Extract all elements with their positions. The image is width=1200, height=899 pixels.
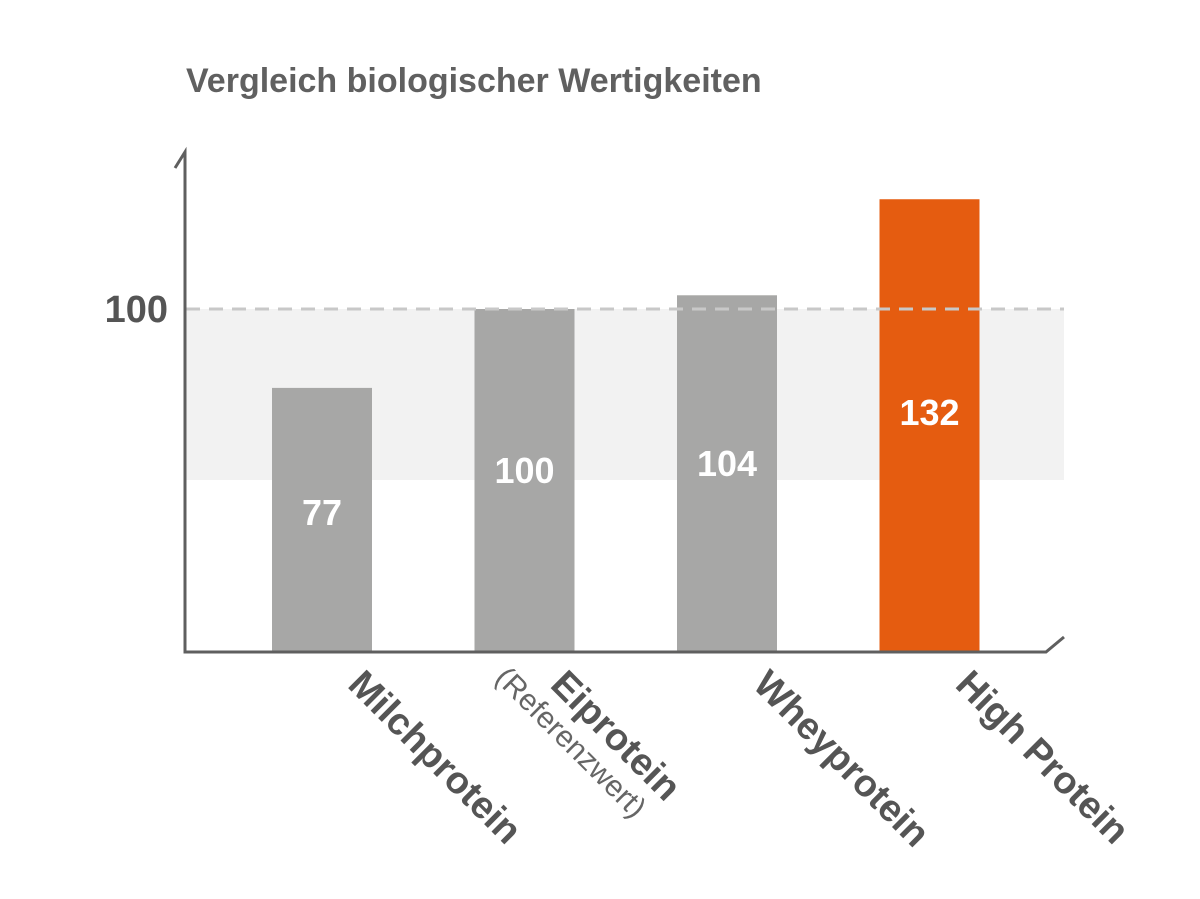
category-labels: Milchprotein Eiprotein(Referenzwert) Wheyp… bbox=[340, 661, 1137, 856]
bar-high-protein bbox=[879, 199, 980, 653]
bar-milchprotein bbox=[272, 387, 372, 652]
chart-title: Vergleich biologischer Wertigkeiten bbox=[186, 62, 762, 100]
bar-value-label: 100 bbox=[494, 450, 554, 491]
category-label-group: Wheyprotein bbox=[745, 663, 937, 855]
category-label-group: High Protein bbox=[947, 663, 1136, 852]
bar-wheyprotein bbox=[677, 295, 777, 652]
bar-value-label: 77 bbox=[302, 492, 342, 533]
bar-value-label: 104 bbox=[697, 443, 757, 484]
chart-axes bbox=[173, 146, 1065, 654]
category-label-group: Eiprotein(Referenzwert) bbox=[489, 661, 689, 825]
reference-label: 100 bbox=[105, 289, 168, 331]
bar-eiprotein bbox=[474, 309, 575, 652]
bars-layer: 77 100 104 132 bbox=[272, 199, 980, 653]
bar-value-label: 132 bbox=[899, 392, 959, 433]
category-label: High Protein bbox=[947, 663, 1136, 852]
category-label: Wheyprotein bbox=[745, 663, 937, 855]
